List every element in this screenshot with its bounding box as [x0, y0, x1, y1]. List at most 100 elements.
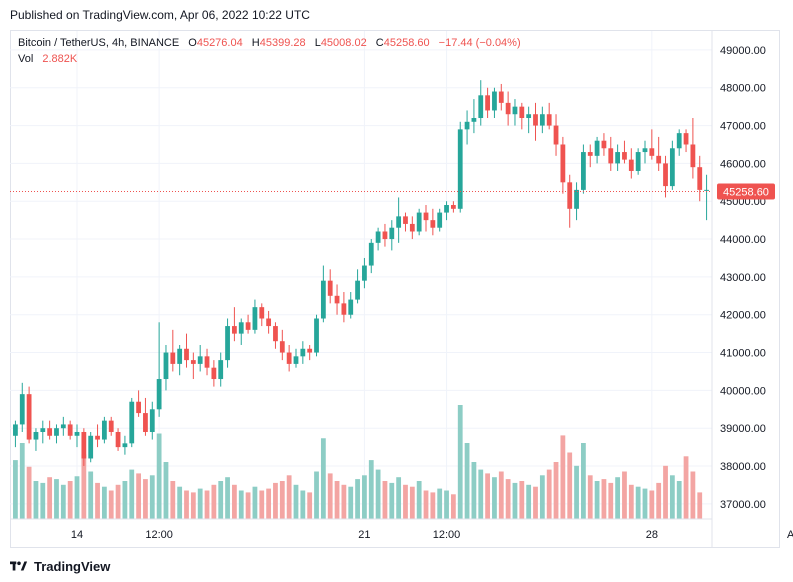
price-tick-label: 43000.00 [720, 272, 766, 284]
volume-bar [560, 435, 566, 519]
volume-bar [628, 484, 634, 519]
volume-bar [33, 481, 39, 519]
candle-body [423, 212, 429, 221]
candle-body [553, 125, 559, 145]
volume-bar [403, 484, 408, 519]
high-value: 45399.28 [260, 37, 306, 49]
candle-body [266, 318, 272, 327]
volume-bar [539, 475, 545, 519]
candle-body [574, 189, 579, 209]
candle-body [314, 318, 319, 353]
candle-body [512, 106, 518, 115]
volume-bar [471, 462, 477, 519]
candle-body [143, 413, 148, 432]
ohlc-legend: Bitcoin / TetherUS, 4h, BINANCE O45276.0… [18, 37, 521, 49]
candle-body [608, 148, 614, 164]
candle-body [615, 152, 621, 164]
volume-bar [519, 481, 525, 519]
volume-bar [286, 475, 292, 519]
candle-body [122, 443, 128, 448]
candle-body [252, 307, 258, 330]
price-tick-label: 38000.00 [720, 461, 766, 473]
candle-body [471, 118, 477, 122]
volume-bar [211, 484, 217, 519]
candle-body [567, 182, 573, 209]
candle-body [485, 95, 490, 111]
candle-body [444, 205, 449, 213]
volume-bar [362, 475, 367, 519]
volume-bar [642, 488, 648, 519]
candle-body [601, 140, 607, 149]
volume-bar [457, 405, 463, 519]
volume-bar [81, 454, 87, 519]
candle-body [560, 144, 566, 183]
candle-body [334, 295, 340, 304]
time-tick-label: 21 [358, 529, 370, 541]
high-label: H [252, 37, 260, 49]
time-tick-label: Apr [787, 529, 793, 541]
candle-body [505, 102, 511, 115]
close-value: 45258.60 [384, 37, 430, 49]
chart-frame[interactable] [10, 30, 780, 548]
candle-body [403, 216, 408, 224]
candle-body [279, 341, 285, 353]
candle-body [115, 431, 121, 448]
candle-body [54, 428, 59, 436]
candle-body [26, 394, 32, 440]
candle-body [348, 299, 354, 315]
volume-bar [88, 471, 94, 519]
volume-bar [690, 471, 696, 519]
volume-bar [478, 469, 484, 519]
candle-body [416, 212, 422, 232]
candle-body [581, 152, 586, 190]
candle-body [478, 95, 484, 119]
candle-body [519, 106, 525, 119]
footer: TradingView [10, 556, 110, 576]
candle-body [533, 114, 538, 126]
volume-bar [615, 477, 621, 519]
candle-body [40, 428, 46, 432]
candle-body [211, 367, 217, 380]
candle-body [67, 424, 73, 436]
volume-bar [341, 484, 347, 519]
volume-bar [683, 456, 689, 519]
candle-body [129, 401, 135, 444]
volume-bar [587, 475, 593, 519]
candle-body [307, 348, 313, 353]
price-tick-label: 47000.00 [720, 121, 766, 133]
volume-bar [320, 438, 326, 519]
volume-bar [149, 475, 155, 519]
price-tick-label: 42000.00 [720, 310, 766, 322]
volume-bar [314, 471, 319, 519]
candle-body [47, 428, 53, 436]
volume-bar [382, 481, 388, 519]
candle-body [88, 435, 94, 459]
volume-bar [546, 469, 552, 519]
candle-body [663, 163, 668, 187]
volume-bar [273, 482, 278, 519]
volume-bar [177, 486, 183, 519]
volume-bar [67, 481, 73, 519]
volume-bar [47, 477, 53, 519]
candle-body [492, 91, 497, 111]
volume-bar [101, 486, 107, 519]
candle-body [245, 322, 251, 330]
volume-bar [156, 433, 162, 519]
volume-bar [574, 465, 579, 519]
candle-body [498, 91, 504, 103]
time-tick-label: 14 [71, 529, 83, 541]
volume-bar [512, 482, 518, 519]
volume-bar [184, 490, 189, 519]
open-label: O [188, 37, 197, 49]
candle-body [95, 435, 100, 440]
volume-bar [437, 488, 443, 519]
candle-body [368, 242, 374, 266]
volume-bar [389, 482, 395, 519]
candle-body [628, 159, 634, 171]
price-tick-label: 44000.00 [720, 234, 766, 246]
candle-body [341, 303, 347, 315]
close-label: C [376, 37, 384, 49]
time-tick-label: 12:00 [145, 529, 173, 541]
volume-bars [13, 405, 703, 519]
